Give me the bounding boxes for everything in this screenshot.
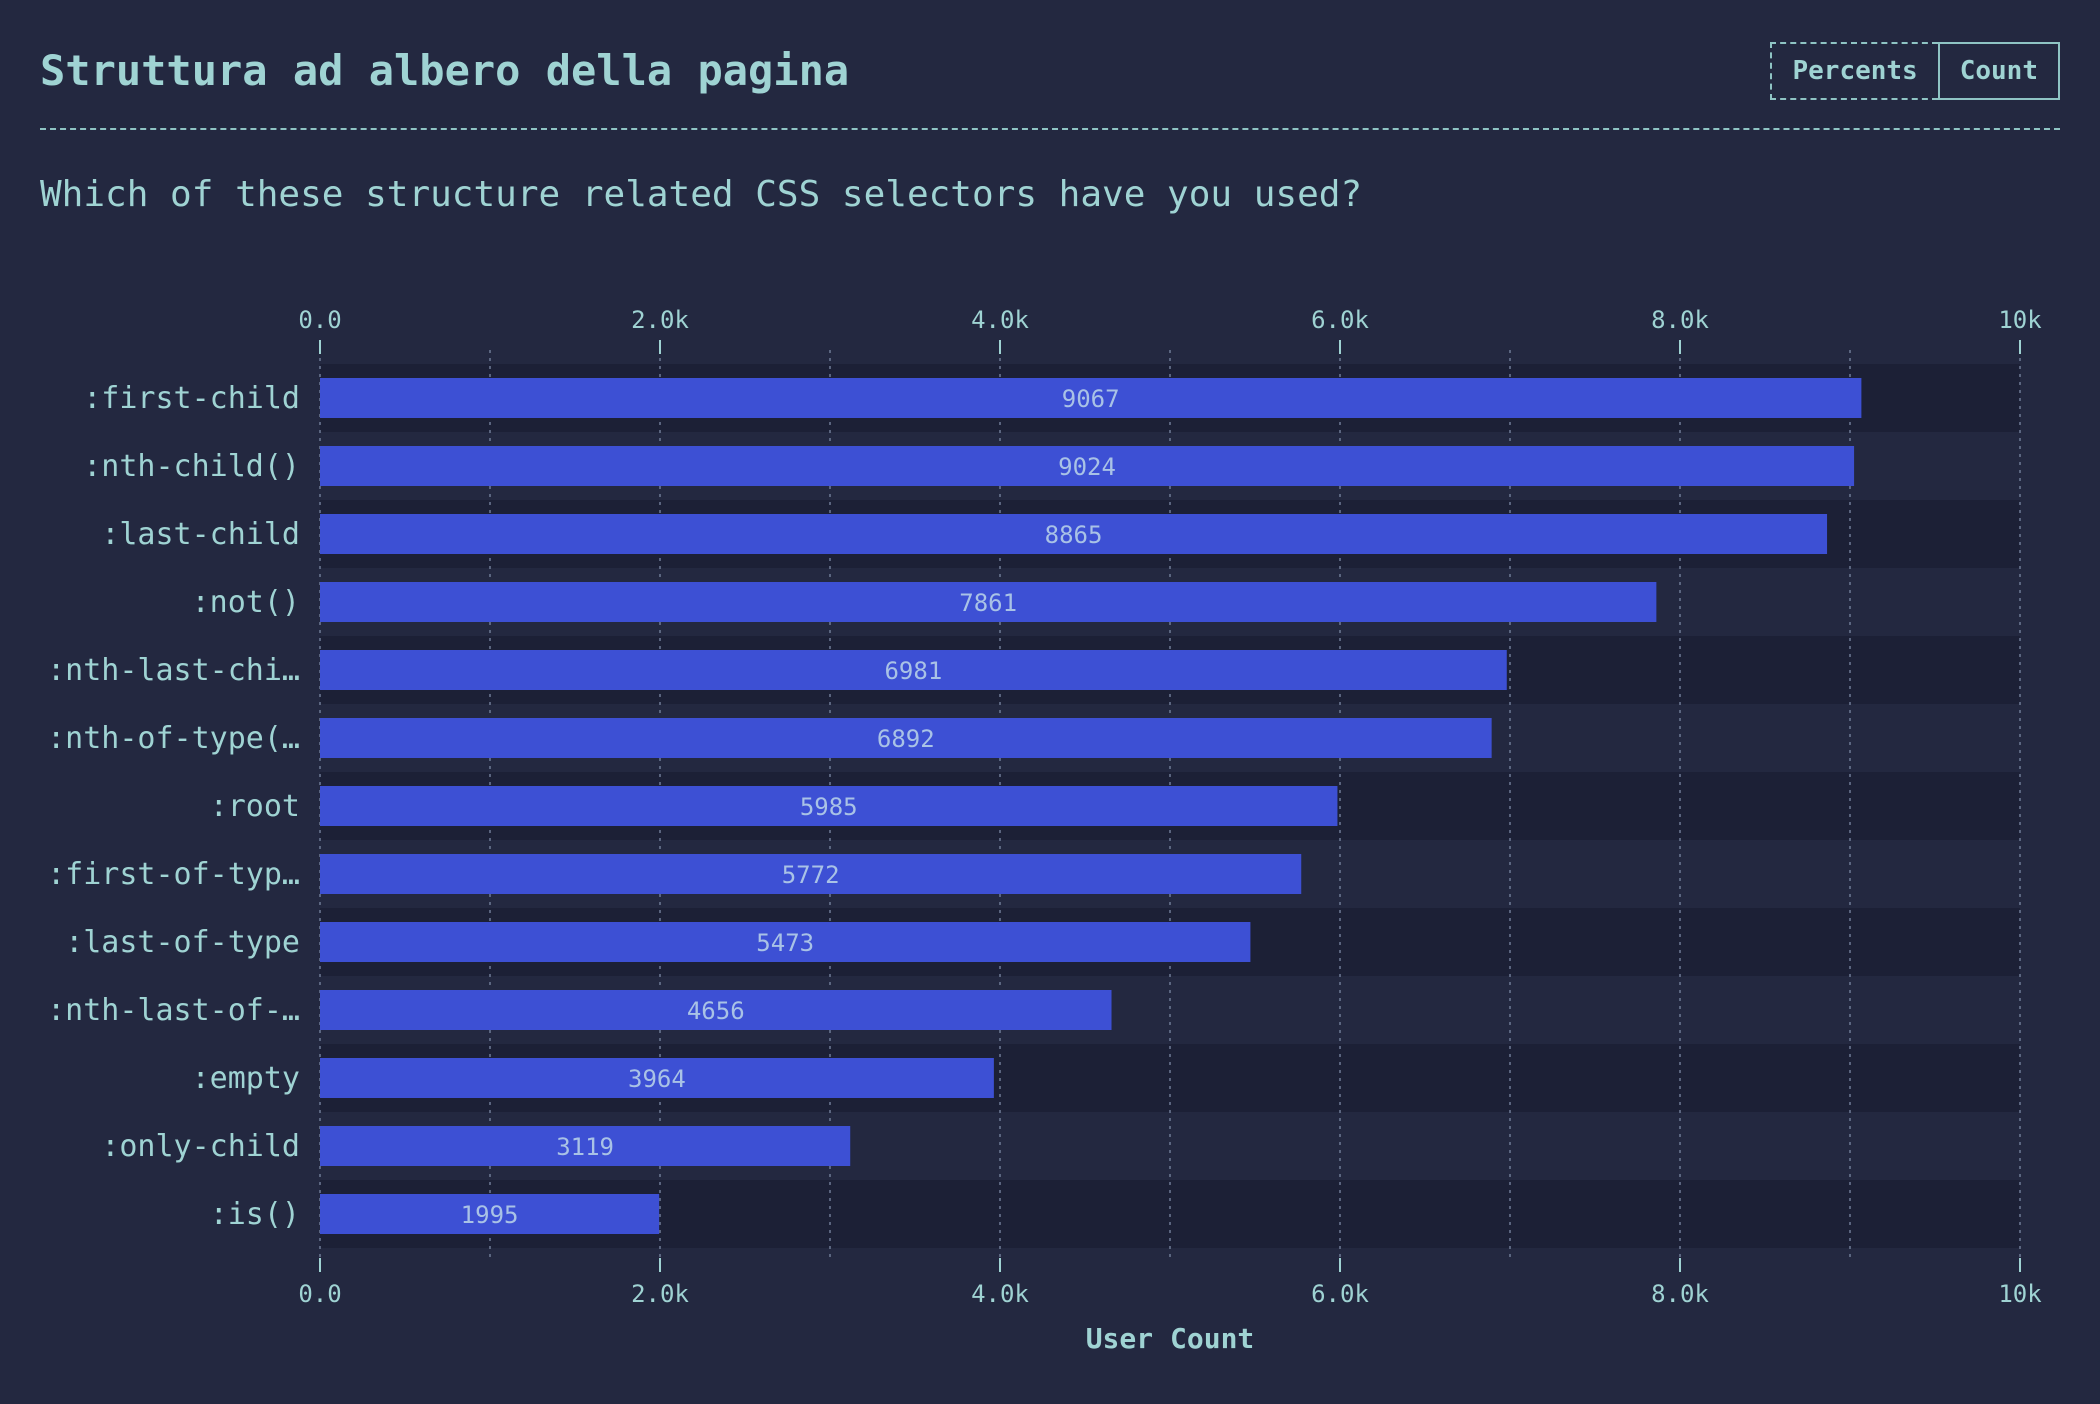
bar bbox=[320, 786, 1338, 826]
bar bbox=[320, 1194, 660, 1234]
x-tick-label-top: 2.0k bbox=[631, 306, 689, 334]
bar bbox=[320, 922, 1251, 962]
x-tick-label-bottom: 2.0k bbox=[631, 1280, 689, 1308]
x-tick-label-bottom: 8.0k bbox=[1651, 1280, 1709, 1308]
category-label: :nth-of-type(… bbox=[47, 721, 300, 756]
x-tick-label-top: 0.0 bbox=[298, 306, 341, 334]
x-tick-label-bottom: 4.0k bbox=[971, 1280, 1029, 1308]
value-label: 5772 bbox=[782, 861, 840, 889]
category-label: :root bbox=[210, 789, 300, 824]
x-tick-label-top: 6.0k bbox=[1311, 306, 1369, 334]
count-button[interactable]: Count bbox=[1937, 42, 2060, 100]
bar bbox=[320, 378, 1862, 418]
value-label: 9067 bbox=[1062, 385, 1120, 413]
question-text: Which of these structure related CSS sel… bbox=[40, 174, 1363, 215]
bar bbox=[320, 990, 1112, 1030]
value-label: 6892 bbox=[877, 725, 935, 753]
value-label: 4656 bbox=[687, 997, 745, 1025]
value-label: 8865 bbox=[1045, 521, 1103, 549]
bar bbox=[320, 1126, 851, 1166]
category-label: :empty bbox=[192, 1061, 300, 1096]
bar bbox=[320, 514, 1828, 554]
bar bbox=[320, 446, 1855, 486]
category-label: :first-child bbox=[83, 381, 300, 416]
x-tick-label-bottom: 0.0 bbox=[298, 1280, 341, 1308]
page-title: Struttura ad albero della pagina bbox=[40, 46, 850, 95]
value-label: 1995 bbox=[461, 1201, 519, 1229]
x-tick-label-bottom: 10k bbox=[1998, 1280, 2042, 1308]
bar bbox=[320, 1058, 994, 1098]
bar bbox=[320, 582, 1657, 622]
category-label: :not() bbox=[192, 585, 300, 620]
bar bbox=[320, 854, 1302, 894]
value-label: 3119 bbox=[556, 1133, 614, 1161]
bar bbox=[320, 718, 1492, 758]
category-label: :is() bbox=[210, 1197, 300, 1232]
value-label: 5473 bbox=[756, 929, 814, 957]
unit-toggle: Percents Count bbox=[1770, 42, 2060, 100]
category-label: :only-child bbox=[101, 1129, 300, 1164]
value-label: 9024 bbox=[1058, 453, 1116, 481]
value-label: 7861 bbox=[959, 589, 1017, 617]
category-label: :last-of-type bbox=[65, 925, 300, 960]
category-label: :first-of-typ… bbox=[47, 857, 300, 892]
x-tick-label-top: 8.0k bbox=[1651, 306, 1709, 334]
value-label: 6981 bbox=[884, 657, 942, 685]
x-axis-title: User Count bbox=[1086, 1322, 1255, 1355]
x-tick-label-top: 10k bbox=[1998, 306, 2042, 334]
category-label: :last-child bbox=[101, 517, 300, 552]
bar bbox=[320, 650, 1507, 690]
percents-button[interactable]: Percents bbox=[1770, 42, 1938, 100]
value-label: 5985 bbox=[800, 793, 858, 821]
x-tick-label-top: 4.0k bbox=[971, 306, 1029, 334]
category-label: :nth-last-of-… bbox=[47, 993, 300, 1028]
x-tick-label-bottom: 6.0k bbox=[1311, 1280, 1369, 1308]
category-label: :nth-last-chi… bbox=[47, 653, 300, 688]
category-label: :nth-child() bbox=[83, 449, 300, 484]
chart-header: Struttura ad albero della pagina Percent… bbox=[40, 38, 2060, 130]
value-label: 3964 bbox=[628, 1065, 686, 1093]
